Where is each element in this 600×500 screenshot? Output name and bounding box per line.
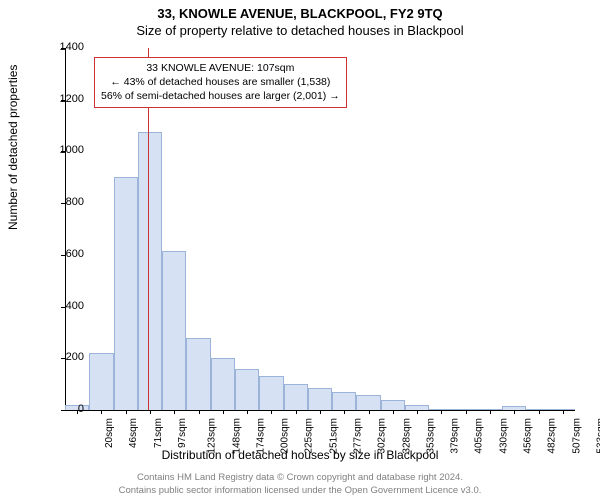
x-tick-mark <box>441 410 442 414</box>
y-axis-label: Number of detached properties <box>6 65 20 230</box>
x-tick-mark <box>247 410 248 414</box>
x-tick-label: 20sqm <box>104 418 115 448</box>
y-tick-mark <box>61 100 65 101</box>
chart-title-address: 33, KNOWLE AVENUE, BLACKPOOL, FY2 9TQ <box>0 0 600 21</box>
histogram-bar <box>89 353 113 410</box>
histogram-bar <box>211 358 235 410</box>
x-tick-label: 46sqm <box>128 418 139 448</box>
x-tick-mark <box>101 410 102 414</box>
x-tick-mark <box>174 410 175 414</box>
histogram-bar <box>162 251 186 410</box>
y-tick-label: 1200 <box>44 93 84 105</box>
histogram-bar <box>356 395 380 411</box>
y-tick-mark <box>61 410 65 411</box>
y-tick-label: 1400 <box>44 41 84 53</box>
y-tick-label: 200 <box>44 351 84 363</box>
y-tick-mark <box>61 307 65 308</box>
x-tick-label: 71sqm <box>153 418 164 448</box>
x-tick-mark <box>466 410 467 414</box>
histogram-bar <box>114 177 138 410</box>
x-tick-mark <box>514 410 515 414</box>
x-tick-mark <box>150 410 151 414</box>
y-tick-label: 600 <box>44 248 84 260</box>
y-tick-label: 800 <box>44 196 84 208</box>
x-tick-mark <box>126 410 127 414</box>
y-tick-label: 1000 <box>44 144 84 156</box>
footer-attribution: Contains HM Land Registry data © Crown c… <box>0 472 600 497</box>
x-tick-mark <box>417 410 418 414</box>
annotation-box: 33 KNOWLE AVENUE: 107sqm ← 43% of detach… <box>94 57 347 108</box>
histogram-bar <box>284 384 308 410</box>
chart-container: 33, KNOWLE AVENUE, BLACKPOOL, FY2 9TQ Si… <box>0 0 600 500</box>
annotation-line-2: ← 43% of detached houses are smaller (1,… <box>101 75 340 89</box>
annotation-line-1: 33 KNOWLE AVENUE: 107sqm <box>101 61 340 75</box>
x-axis-label: Distribution of detached houses by size … <box>0 448 600 462</box>
annotation-line-3: 56% of semi-detached houses are larger (… <box>101 89 340 103</box>
histogram-bar <box>186 338 210 410</box>
x-tick-mark <box>539 410 540 414</box>
chart-title-desc: Size of property relative to detached ho… <box>0 21 600 38</box>
y-tick-mark <box>61 48 65 49</box>
x-tick-mark <box>563 410 564 414</box>
y-tick-label: 400 <box>44 300 84 312</box>
histogram-bar <box>332 392 356 410</box>
x-tick-mark <box>490 410 491 414</box>
x-tick-label: 97sqm <box>177 418 188 448</box>
x-tick-mark <box>369 410 370 414</box>
x-tick-mark <box>393 410 394 414</box>
x-tick-mark <box>344 410 345 414</box>
y-tick-mark <box>61 203 65 204</box>
y-tick-mark <box>61 255 65 256</box>
histogram-bar <box>259 376 283 410</box>
x-tick-mark <box>296 410 297 414</box>
x-tick-mark <box>223 410 224 414</box>
footer-line-1: Contains HM Land Registry data © Crown c… <box>0 472 600 484</box>
x-tick-mark <box>320 410 321 414</box>
y-tick-mark <box>61 151 65 152</box>
histogram-bar <box>308 388 332 410</box>
histogram-bar <box>235 369 259 410</box>
histogram-bar <box>381 400 405 410</box>
footer-line-2: Contains public sector information licen… <box>0 485 600 497</box>
x-tick-mark <box>271 410 272 414</box>
x-tick-mark <box>199 410 200 414</box>
histogram-bar <box>138 132 162 410</box>
x-tick-mark <box>77 410 78 414</box>
y-tick-mark <box>61 358 65 359</box>
